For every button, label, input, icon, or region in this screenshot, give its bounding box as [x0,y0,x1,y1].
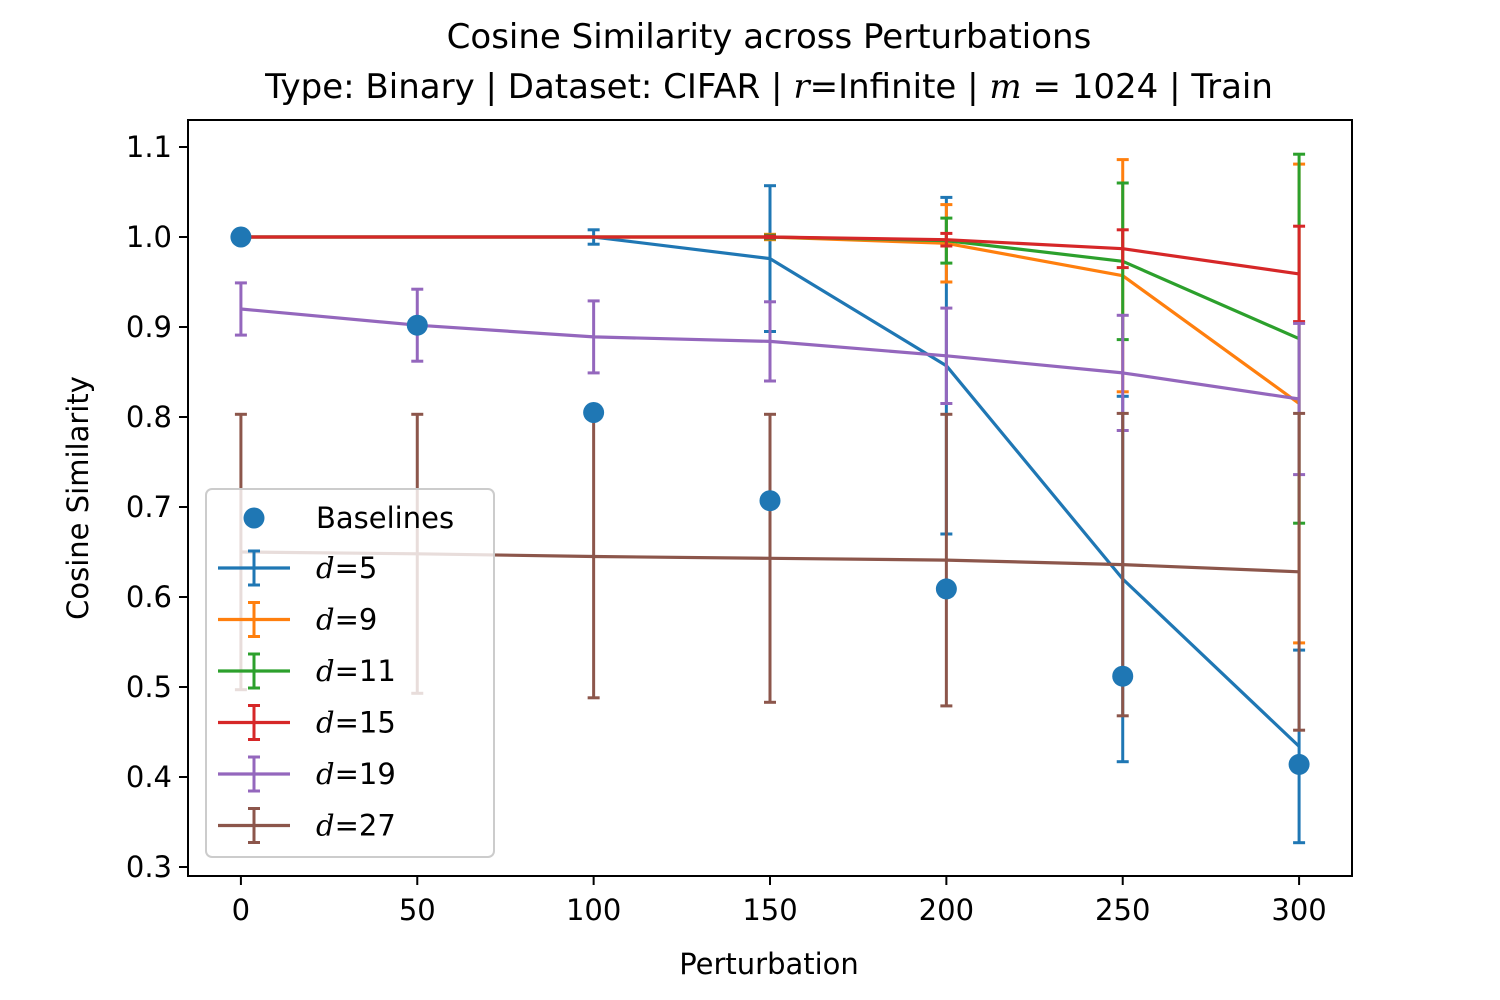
legend-label: d=9 [316,603,377,637]
subtitle-r-var: r [793,67,811,107]
y-axis-label: Cosine Similarity [61,376,95,620]
legend-label: d=11 [316,654,396,688]
y-tick-label-0.3: 0.3 [126,850,172,884]
subtitle-r-text: =Infinite | [810,67,990,107]
x-axis-label: Perturbation [679,947,859,981]
y-tick-label-0.9: 0.9 [126,310,172,344]
baseline-point-50 [406,314,428,336]
baseline-point-250 [1112,665,1134,687]
baseline-point-150 [759,490,781,512]
chart-title: Cosine Similarity across Perturbations [447,17,1092,57]
plot-area: 0 50 100 150 200 250 300 0.3 0.4 0.5 0.6 0.7 0.8 0.9 1… [126,119,1353,927]
y-tick-label-1.0: 1.0 [126,220,172,254]
x-tick-label-100: 100 [566,893,621,927]
legend: Baselines d=5 d=9 d=11 d=15 d=19 d=27 [205,488,495,858]
legend-entry-d-9: d=9 [218,601,377,638]
x-tick-label-0: 0 [232,893,250,927]
y-tick-label-0.4: 0.4 [126,760,172,794]
subtitle-m-var: m [989,67,1021,107]
legend-label: d=19 [316,757,396,791]
chart-subtitle: Type: Binary | Dataset: CIFAR | r=Infini… [264,67,1273,107]
y-tick-label-0.7: 0.7 [126,490,172,524]
baseline-point-300 [1288,753,1310,775]
legend-marker-baselines [243,507,265,529]
y-tick-label-0.8: 0.8 [126,400,172,434]
x-tick-label-200: 200 [919,893,974,927]
legend-label: d=15 [316,706,396,740]
baseline-point-100 [583,402,605,423]
x-tick-label-250: 250 [1095,893,1150,927]
legend-box [205,488,495,858]
legend-label-baselines: Baselines [316,501,454,535]
subtitle-m-text: = 1024 | Train [1022,67,1273,107]
legend-label: d=5 [316,551,377,585]
legend-entry-d-11: d=11 [218,652,396,690]
y-tick-label-0.5: 0.5 [126,670,172,704]
y-tick-label-1.1: 1.1 [126,130,172,164]
legend-entry-d-5: d=5 [218,549,377,587]
legend-entry-d-27: d=27 [218,807,396,844]
y-tick-label-0.6: 0.6 [126,580,172,614]
x-tick-label-50: 50 [399,893,436,927]
legend-entry-d-15: d=15 [218,704,396,741]
series-line-d-15 [240,235,1300,276]
x-tick-label-300: 300 [1271,893,1326,927]
baseline-point-0 [230,226,252,248]
baseline-point-200 [935,578,957,600]
legend-entry-d-19: d=19 [218,755,396,793]
legend-label: d=27 [316,809,396,843]
x-tick-label-150: 150 [742,893,797,927]
subtitle-prefix: Type: Binary | Dataset: CIFAR | [264,67,793,107]
